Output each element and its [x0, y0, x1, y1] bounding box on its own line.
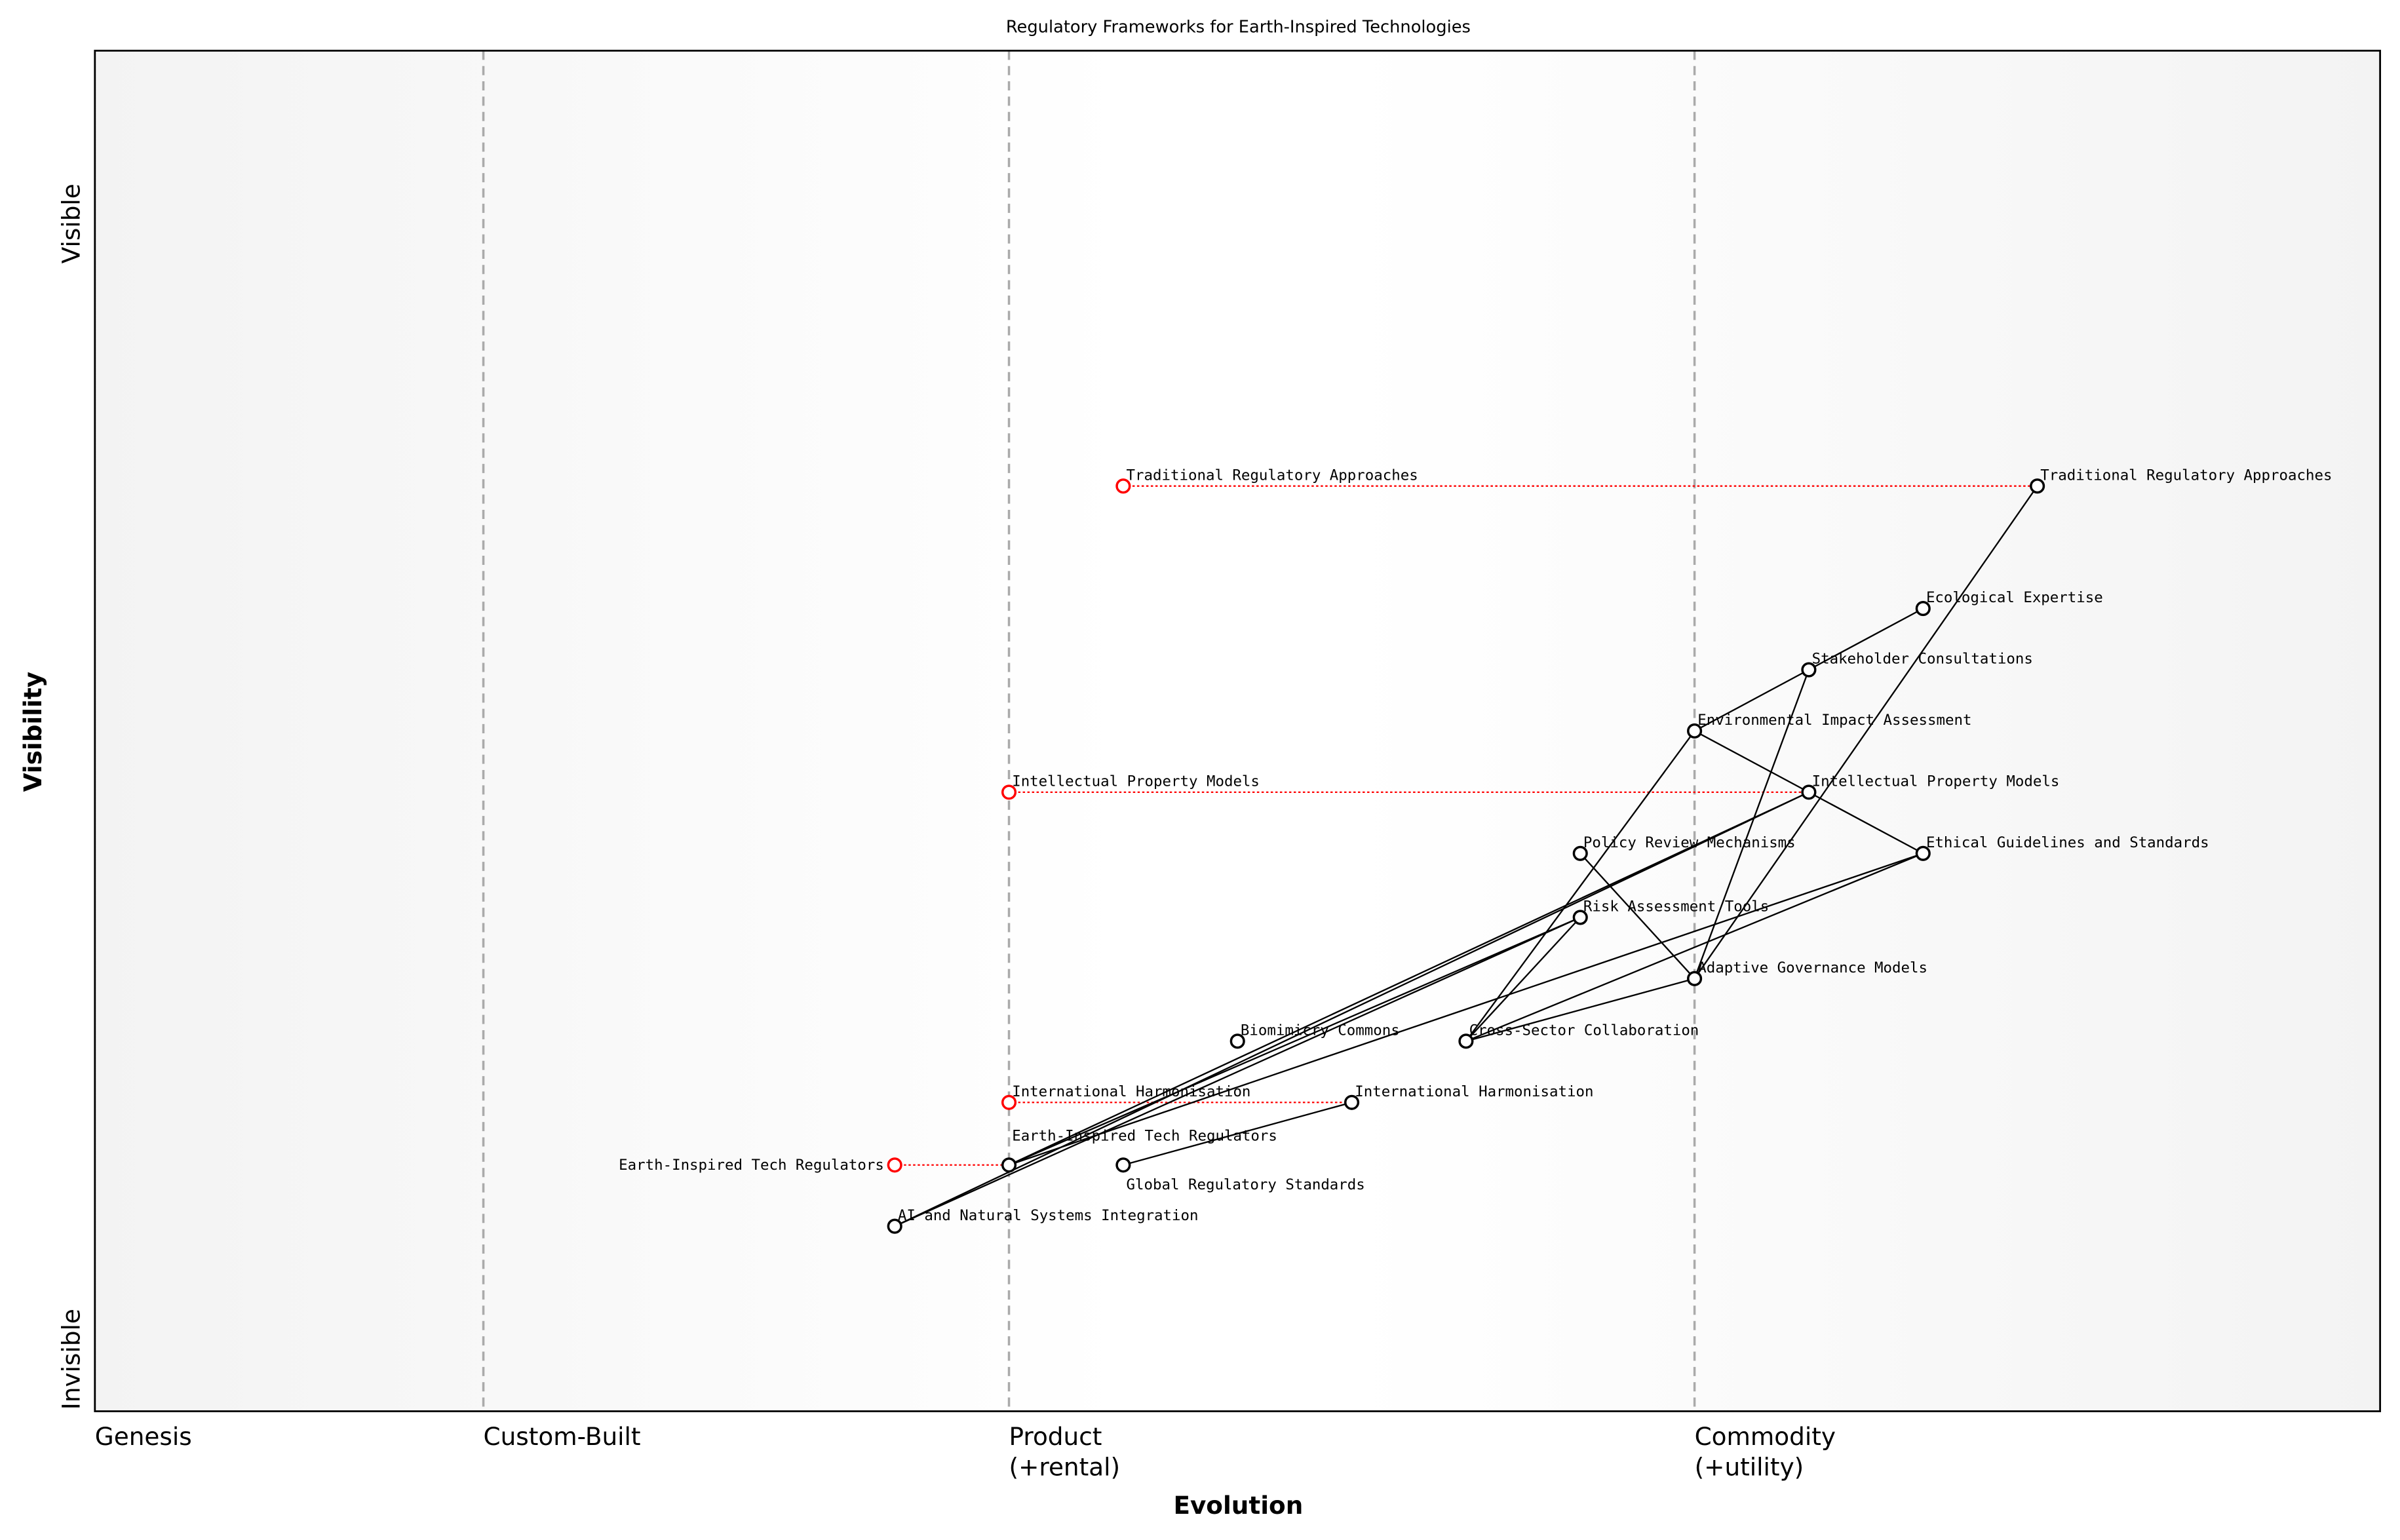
- component-node[interactable]: Environmental Impact Assessment: [1687, 712, 1972, 739]
- component-node[interactable]: Biomimicry Commons: [1229, 1022, 1400, 1049]
- component-label: International Harmonisation: [1355, 1083, 1593, 1100]
- stage-label: Custom-Built: [484, 1422, 641, 1451]
- evolving-component-label: Intellectual Property Models: [1012, 773, 1260, 790]
- evolve-marker[interactable]: [1001, 1094, 1017, 1110]
- dependency-link: [1465, 853, 1924, 1042]
- component-marker[interactable]: [1001, 1157, 1017, 1173]
- evolve-marker[interactable]: [887, 1157, 902, 1173]
- dependency-link: [1465, 917, 1581, 1042]
- component-node[interactable]: AI and Natural Systems Integration: [887, 1207, 1199, 1234]
- evolution-stage-labels: Genesis Custom-Built Product (+rental) Commo…: [95, 1422, 1836, 1482]
- component-marker[interactable]: [1458, 1033, 1474, 1049]
- plot-area: [94, 50, 2380, 1412]
- component-label: Cross-Sector Collaboration: [1469, 1022, 1699, 1039]
- component-marker[interactable]: [1915, 845, 1931, 861]
- stage-label: Product (+rental): [1009, 1422, 1121, 1482]
- dependency-link: [1694, 668, 1810, 732]
- component-label: Risk Assessment Tools: [1583, 898, 1769, 915]
- evolving-component-label: Traditional Regulatory Approaches: [1127, 467, 1418, 484]
- evolving-component-origin[interactable]: Earth-Inspired Tech Regulators: [619, 1157, 902, 1174]
- component-label: Traditional Regulatory Approaches: [2040, 467, 2332, 484]
- component-node[interactable]: Intellectual Property Models: [1801, 773, 2060, 800]
- component-node[interactable]: Policy Review Mechanisms: [1572, 834, 1796, 861]
- component-label: Earth-Inspired Tech Regulators: [1012, 1127, 1277, 1144]
- dependency-link: [1808, 791, 1924, 855]
- dependency-link: [1808, 607, 1924, 671]
- component-label: Policy Review Mechanisms: [1583, 834, 1796, 851]
- component-label: Stakeholder Consultations: [1812, 651, 2033, 668]
- component-node[interactable]: Ethical Guidelines and Standards: [1915, 834, 2209, 861]
- component-node[interactable]: Adaptive Governance Models: [1687, 959, 1927, 986]
- dependency-link: [1465, 730, 1695, 1042]
- component-marker[interactable]: [1687, 971, 1703, 986]
- component-marker[interactable]: [1344, 1094, 1360, 1110]
- components: Traditional Regulatory Approaches Intelle…: [619, 467, 2332, 1234]
- evolving-component-label: International Harmonisation: [1012, 1083, 1250, 1100]
- stage-label: Commodity (+utility): [1695, 1422, 1836, 1482]
- component-node[interactable]: Traditional Regulatory Approaches: [2030, 467, 2332, 494]
- component-label: Biomimicry Commons: [1241, 1022, 1400, 1039]
- invisible-label: Invisible: [56, 1309, 85, 1410]
- component-node[interactable]: International Harmonisation: [1344, 1083, 1594, 1110]
- component-marker[interactable]: [1572, 910, 1588, 925]
- component-node[interactable]: Cross-Sector Collaboration: [1458, 1022, 1699, 1049]
- component-marker[interactable]: [1572, 845, 1588, 861]
- plot-frame: [94, 49, 2382, 1412]
- evolve-marker[interactable]: [1001, 784, 1017, 800]
- component-marker[interactable]: [1915, 601, 1931, 617]
- evolving-component-origin[interactable]: Traditional Regulatory Approaches: [1115, 467, 1418, 494]
- dependency-link: [894, 916, 1581, 1227]
- evolving-component-origin[interactable]: International Harmonisation: [1001, 1083, 1251, 1110]
- component-label: Global Regulatory Standards: [1127, 1176, 1365, 1193]
- evolution-lines: [895, 485, 2038, 1166]
- dependency-link: [1694, 669, 1810, 979]
- component-marker[interactable]: [2030, 478, 2045, 494]
- dependency-link: [1009, 916, 1581, 1166]
- component-node[interactable]: Risk Assessment Tools: [1572, 898, 1769, 925]
- evolving-component-label: Earth-Inspired Tech Regulators: [619, 1157, 884, 1174]
- dependency-link: [1009, 853, 1924, 1166]
- component-label: Ethical Guidelines and Standards: [1926, 834, 2209, 851]
- dependency-link: [1579, 853, 1695, 980]
- dependency-links: [894, 486, 2038, 1227]
- component-node[interactable]: Ecological Expertise: [1915, 589, 2103, 617]
- component-marker[interactable]: [1229, 1033, 1245, 1049]
- visible-label: Visible: [56, 183, 85, 263]
- component-label: Adaptive Governance Models: [1697, 959, 1927, 976]
- dependency-link: [894, 791, 1810, 1227]
- component-marker[interactable]: [1801, 784, 1817, 800]
- component-marker[interactable]: [1801, 662, 1817, 678]
- component-marker[interactable]: [887, 1218, 902, 1234]
- y-axis-label: Visibility: [18, 672, 47, 792]
- evolve-marker[interactable]: [1115, 478, 1131, 494]
- component-node[interactable]: Stakeholder Consultations: [1801, 651, 2033, 678]
- stage-label: Genesis: [95, 1422, 192, 1451]
- dependency-link: [1123, 1102, 1352, 1166]
- x-axis-label: Evolution: [1173, 1491, 1303, 1520]
- component-label: AI and Natural Systems Integration: [898, 1207, 1199, 1224]
- component-label: Environmental Impact Assessment: [1697, 712, 1971, 729]
- dependency-link: [1465, 978, 1695, 1042]
- component-marker[interactable]: [1687, 723, 1703, 739]
- dependency-link: [1694, 730, 1810, 793]
- chart-title: Regulatory Frameworks for Earth-Inspired…: [1006, 17, 1471, 37]
- component-label: Intellectual Property Models: [1812, 773, 2060, 790]
- component-marker[interactable]: [1115, 1157, 1131, 1173]
- dependency-link: [1694, 486, 2038, 979]
- component-node[interactable]: Earth-Inspired Tech Regulators: [1001, 1127, 1277, 1173]
- dependency-link: [1009, 791, 1810, 1166]
- evolving-component-origin[interactable]: Intellectual Property Models: [1001, 773, 1260, 800]
- component-node[interactable]: Global Regulatory Standards: [1115, 1157, 1365, 1193]
- component-label: Ecological Expertise: [1926, 589, 2103, 606]
